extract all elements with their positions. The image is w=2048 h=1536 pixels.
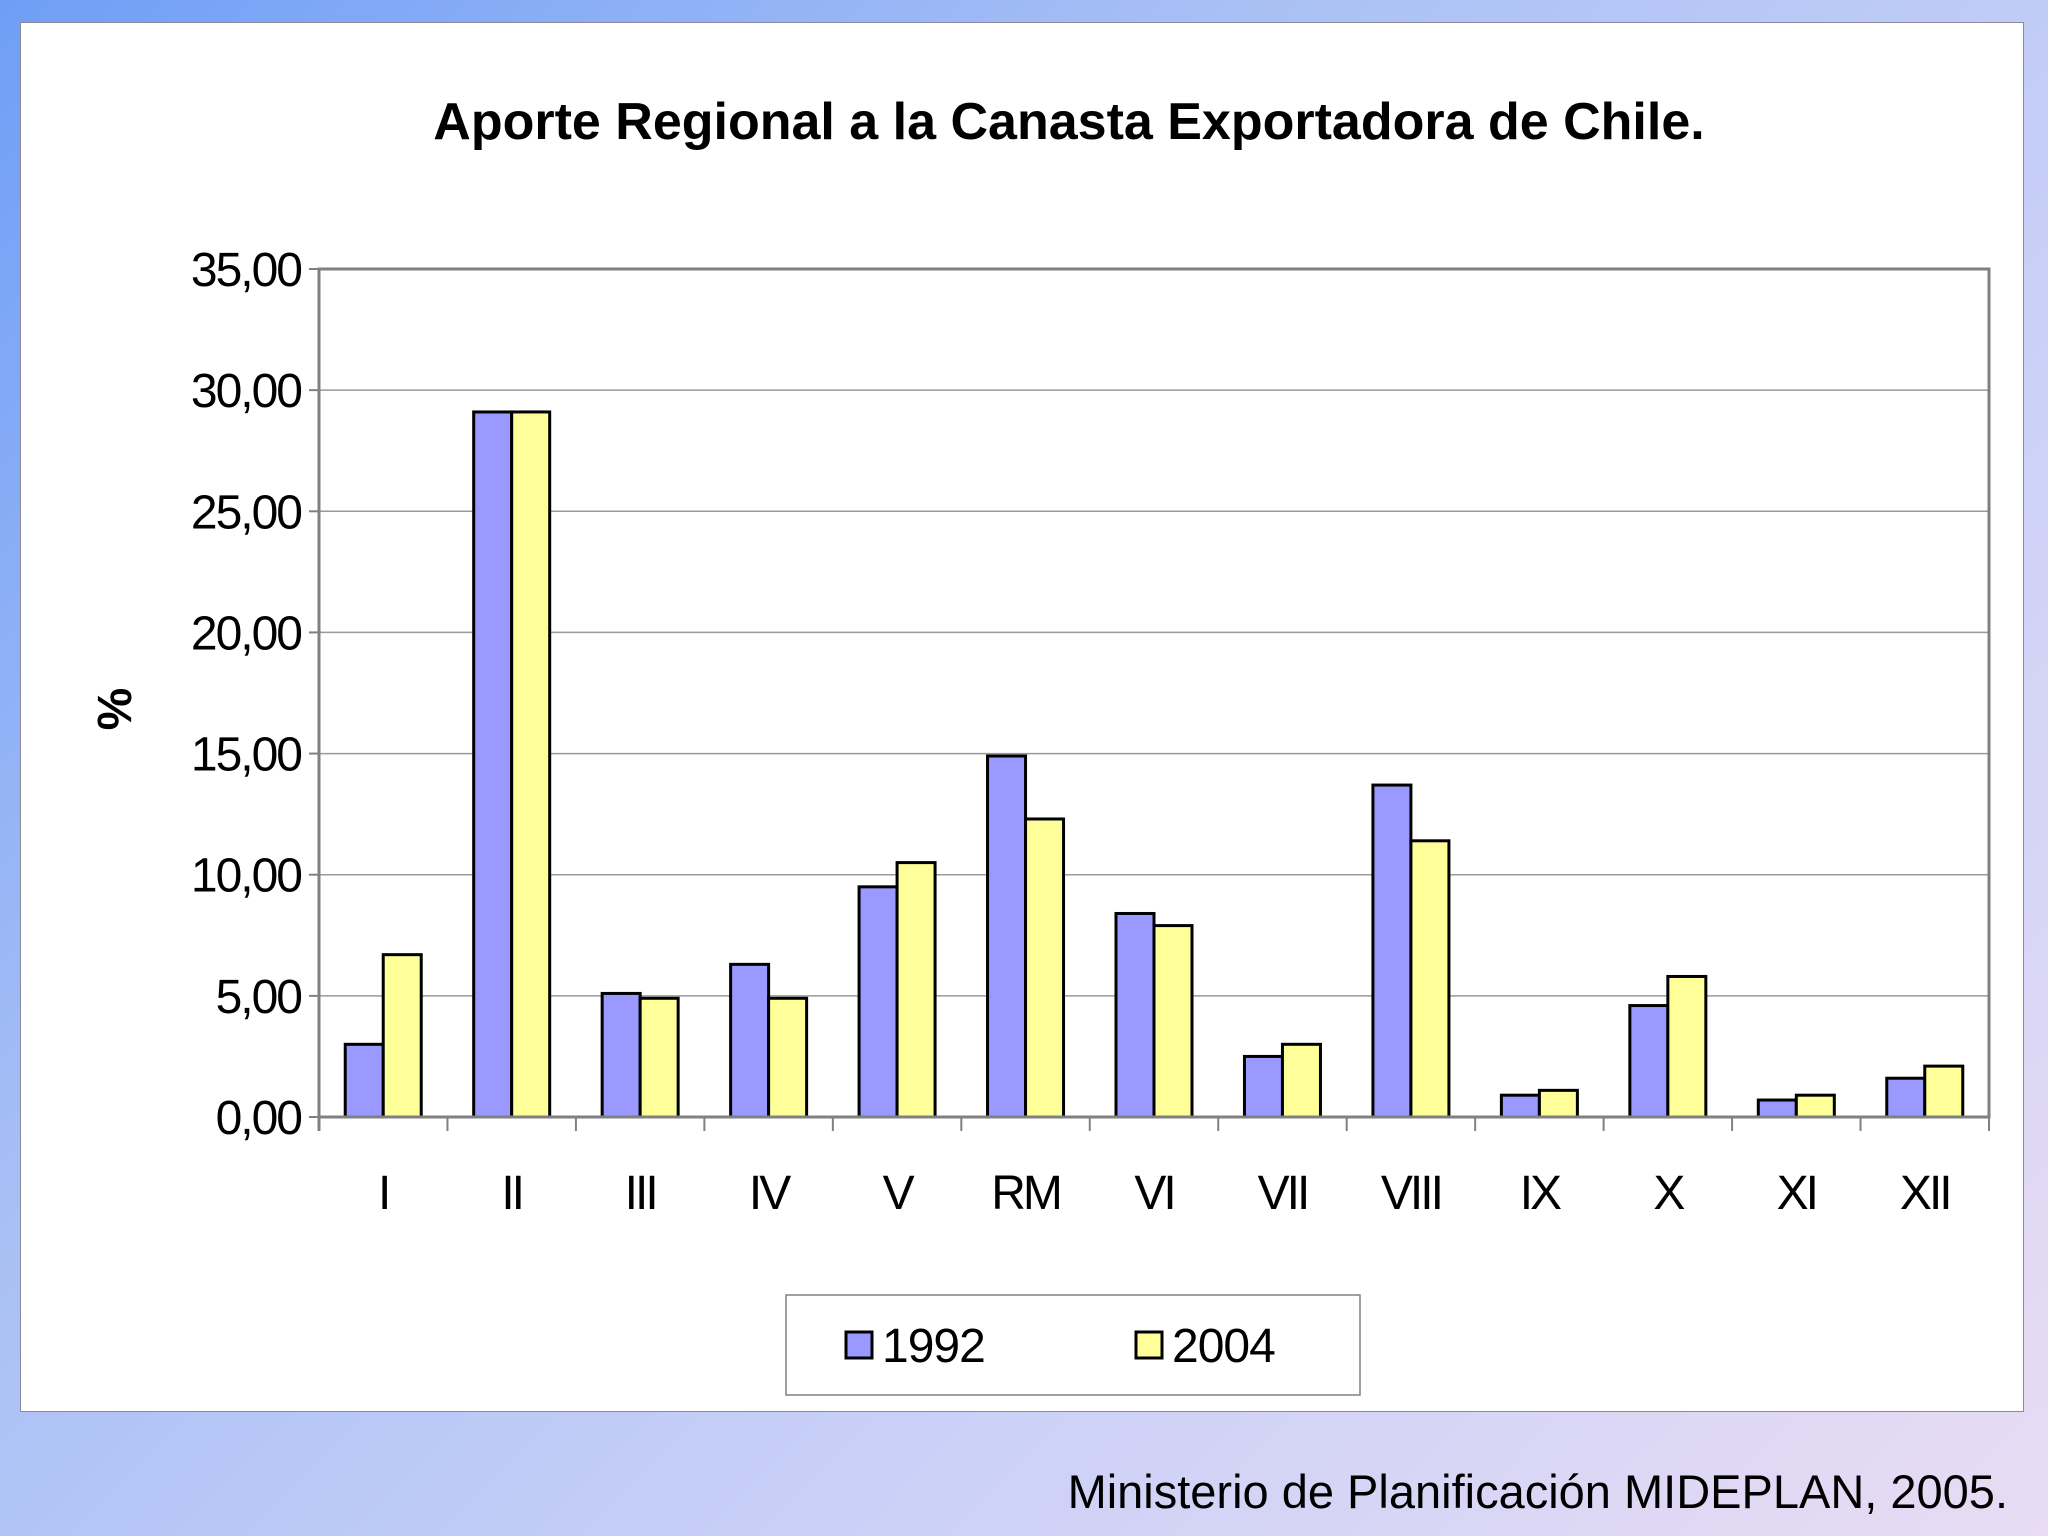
y-tick-label: 20,00 xyxy=(191,607,301,660)
bar-2004-XII xyxy=(1923,1064,1965,1119)
bar-1992-VIII xyxy=(1371,783,1413,1119)
x-tick-label: XI xyxy=(1777,1167,1816,1220)
legend-swatch-1992 xyxy=(844,1330,874,1360)
bar-1992-IV xyxy=(729,962,771,1119)
bar-1992-III xyxy=(600,991,642,1119)
bar-1992-XI xyxy=(1756,1098,1798,1119)
y-axis-label: % xyxy=(89,688,142,731)
y-tick-label: 35,00 xyxy=(191,244,301,297)
bar-2004-III xyxy=(638,996,680,1119)
legend-label-2004: 2004 xyxy=(1172,1320,1275,1373)
bar-2004-V xyxy=(895,861,937,1119)
x-tick-label: IV xyxy=(749,1167,791,1220)
x-tick-label: VIII xyxy=(1381,1167,1441,1220)
legend-swatch-2004 xyxy=(1134,1330,1164,1360)
x-tick-label: VII xyxy=(1258,1167,1308,1220)
bar-2004-II xyxy=(510,410,552,1119)
x-tick-label: III xyxy=(625,1167,656,1220)
y-tick-label: 25,00 xyxy=(191,486,301,539)
x-tick-label: V xyxy=(883,1167,915,1220)
bar-chart: Aporte Regional a la Canasta Exportadora… xyxy=(89,93,1991,1396)
legend: 1992 2004 xyxy=(785,1294,1361,1396)
bar-1992-V xyxy=(857,885,899,1119)
bar-2004-VI xyxy=(1152,924,1194,1119)
bar-2004-X xyxy=(1666,974,1708,1119)
y-tick-label: 0,00 xyxy=(216,1092,302,1145)
y-tick-label: 30,00 xyxy=(191,365,301,418)
bars xyxy=(343,410,1965,1119)
x-tick-label: IX xyxy=(1520,1167,1562,1220)
bar-2004-I xyxy=(381,953,423,1119)
chart-title: Aporte Regional a la Canasta Exportadora… xyxy=(433,93,1704,151)
bar-2004-VIII xyxy=(1409,839,1451,1119)
bar-1992-VII xyxy=(1242,1054,1284,1119)
source-note: Ministerio de Planificación MIDEPLAN, 20… xyxy=(1067,1465,2008,1518)
x-tick-label: II xyxy=(501,1167,522,1220)
bar-2004-XI xyxy=(1794,1093,1836,1119)
x-tick-label: I xyxy=(378,1167,388,1220)
bar-1992-VI xyxy=(1114,911,1156,1119)
y-tick-label: 5,00 xyxy=(216,971,302,1024)
bar-1992-II xyxy=(472,410,514,1119)
x-tick-label: VI xyxy=(1134,1167,1173,1220)
bar-1992-X xyxy=(1628,1004,1670,1119)
y-tick-label: 15,00 xyxy=(191,729,301,782)
x-tick-label: XII xyxy=(1900,1167,1950,1220)
grid-lines xyxy=(319,268,1989,997)
y-tick-label: 10,00 xyxy=(191,850,301,903)
x-tick-label: RM xyxy=(991,1167,1060,1220)
bar-1992-XII xyxy=(1885,1076,1927,1119)
legend-box xyxy=(785,1294,1361,1396)
bar-1992-RM xyxy=(986,754,1028,1119)
bar-2004-RM xyxy=(1024,817,1066,1119)
legend-label-1992: 1992 xyxy=(882,1320,985,1373)
bar-2004-VII xyxy=(1280,1042,1322,1119)
chart-panel: Aporte Regional a la Canasta Exportadora… xyxy=(20,22,2024,1412)
bar-1992-IX xyxy=(1499,1093,1541,1119)
bar-1992-I xyxy=(343,1042,385,1119)
bar-2004-IV xyxy=(767,996,809,1119)
bar-2004-IX xyxy=(1537,1088,1579,1119)
x-tick-label: X xyxy=(1653,1167,1685,1220)
